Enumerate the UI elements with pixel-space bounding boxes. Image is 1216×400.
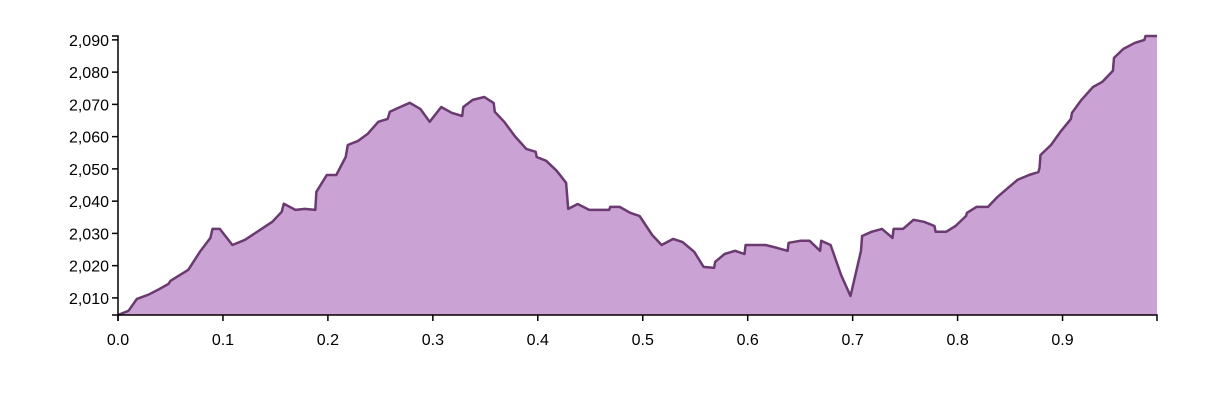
x-tick-label: 0.8 bbox=[946, 332, 968, 349]
y-tick-label: 2,040 bbox=[69, 194, 109, 211]
x-axis bbox=[117, 314, 1158, 321]
x-tick-label: 0.5 bbox=[632, 332, 654, 349]
y-tick-label: 2,050 bbox=[69, 162, 109, 179]
x-tick-label: 0.7 bbox=[842, 332, 864, 349]
x-tick-label: 0.3 bbox=[422, 332, 444, 349]
y-tick-label: 2,070 bbox=[69, 97, 109, 114]
x-tick-label: 0.2 bbox=[317, 332, 339, 349]
x-tick-label: 0.4 bbox=[527, 332, 549, 349]
y-axis bbox=[112, 35, 119, 316]
area-line bbox=[117, 34, 1157, 317]
y-tick-label: 2,030 bbox=[69, 226, 109, 243]
y-tick-label: 2,060 bbox=[69, 130, 109, 147]
y-tick-label: 2,080 bbox=[69, 65, 109, 82]
area bbox=[118, 36, 1157, 315]
y-tick-label: 2,020 bbox=[69, 259, 109, 276]
x-tick-label: 0.9 bbox=[1051, 332, 1073, 349]
x-tick-label: 0.1 bbox=[212, 332, 234, 349]
x-tick-label: 0.6 bbox=[737, 332, 759, 349]
y-tick-label: 2,090 bbox=[69, 33, 109, 50]
x-tick-label: 0.0 bbox=[107, 332, 129, 349]
y-tick-label: 2,010 bbox=[69, 291, 109, 308]
